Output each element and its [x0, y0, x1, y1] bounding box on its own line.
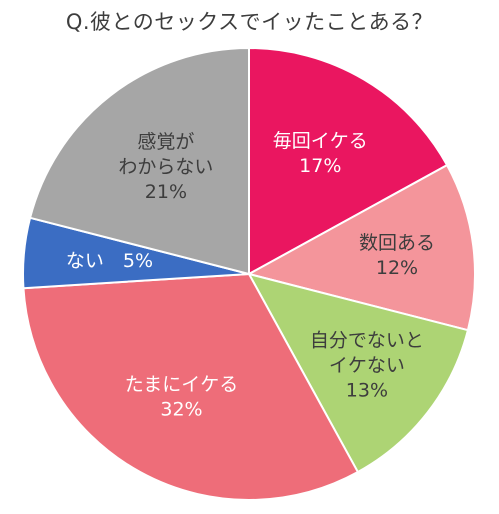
slice-label-line: 数回ある	[359, 231, 435, 253]
slice-label: 感覚がわからない 21%	[118, 130, 213, 202]
slices-layer	[22, 46, 476, 501]
slice-label: 数回ある 12%	[359, 231, 435, 278]
pie-slice	[247, 272, 470, 474]
slice-label: 自分でないとイケない 13%	[310, 329, 424, 401]
slice-label-line: わからない	[118, 155, 213, 177]
slice-label-line: 毎回イケる	[273, 129, 368, 151]
slice-label-line: ない 5%	[66, 249, 153, 271]
slice-label-line: 32%	[160, 398, 202, 420]
pie-slice	[248, 46, 449, 276]
labels-layer: 毎回イケる 17% 数回ある 12% 自分でないとイケない 13% たまにイケる 32% ない …	[66, 129, 435, 419]
chart-title: Q.彼とのセックスでイッたことある？	[65, 10, 434, 34]
pie-slice	[246, 163, 476, 332]
pie-slice	[28, 46, 250, 276]
slice-label-line: イケない	[329, 354, 405, 376]
slice-label-line: 12%	[376, 256, 418, 278]
slice-label-line: 17%	[299, 154, 341, 176]
slice-label: 毎回イケる 17%	[273, 129, 368, 176]
pie-slice	[22, 272, 360, 501]
slice-label-line: 自分でないと	[310, 329, 424, 351]
slice-label: たまにイケる 32%	[125, 373, 238, 420]
slice-label: ない 5%	[66, 249, 153, 271]
slice-label-line: 感覚が	[137, 130, 194, 152]
slice-label-line: たまにイケる	[125, 373, 238, 395]
slice-label-line: 21%	[145, 180, 187, 202]
slice-label-line: 13%	[346, 379, 388, 401]
